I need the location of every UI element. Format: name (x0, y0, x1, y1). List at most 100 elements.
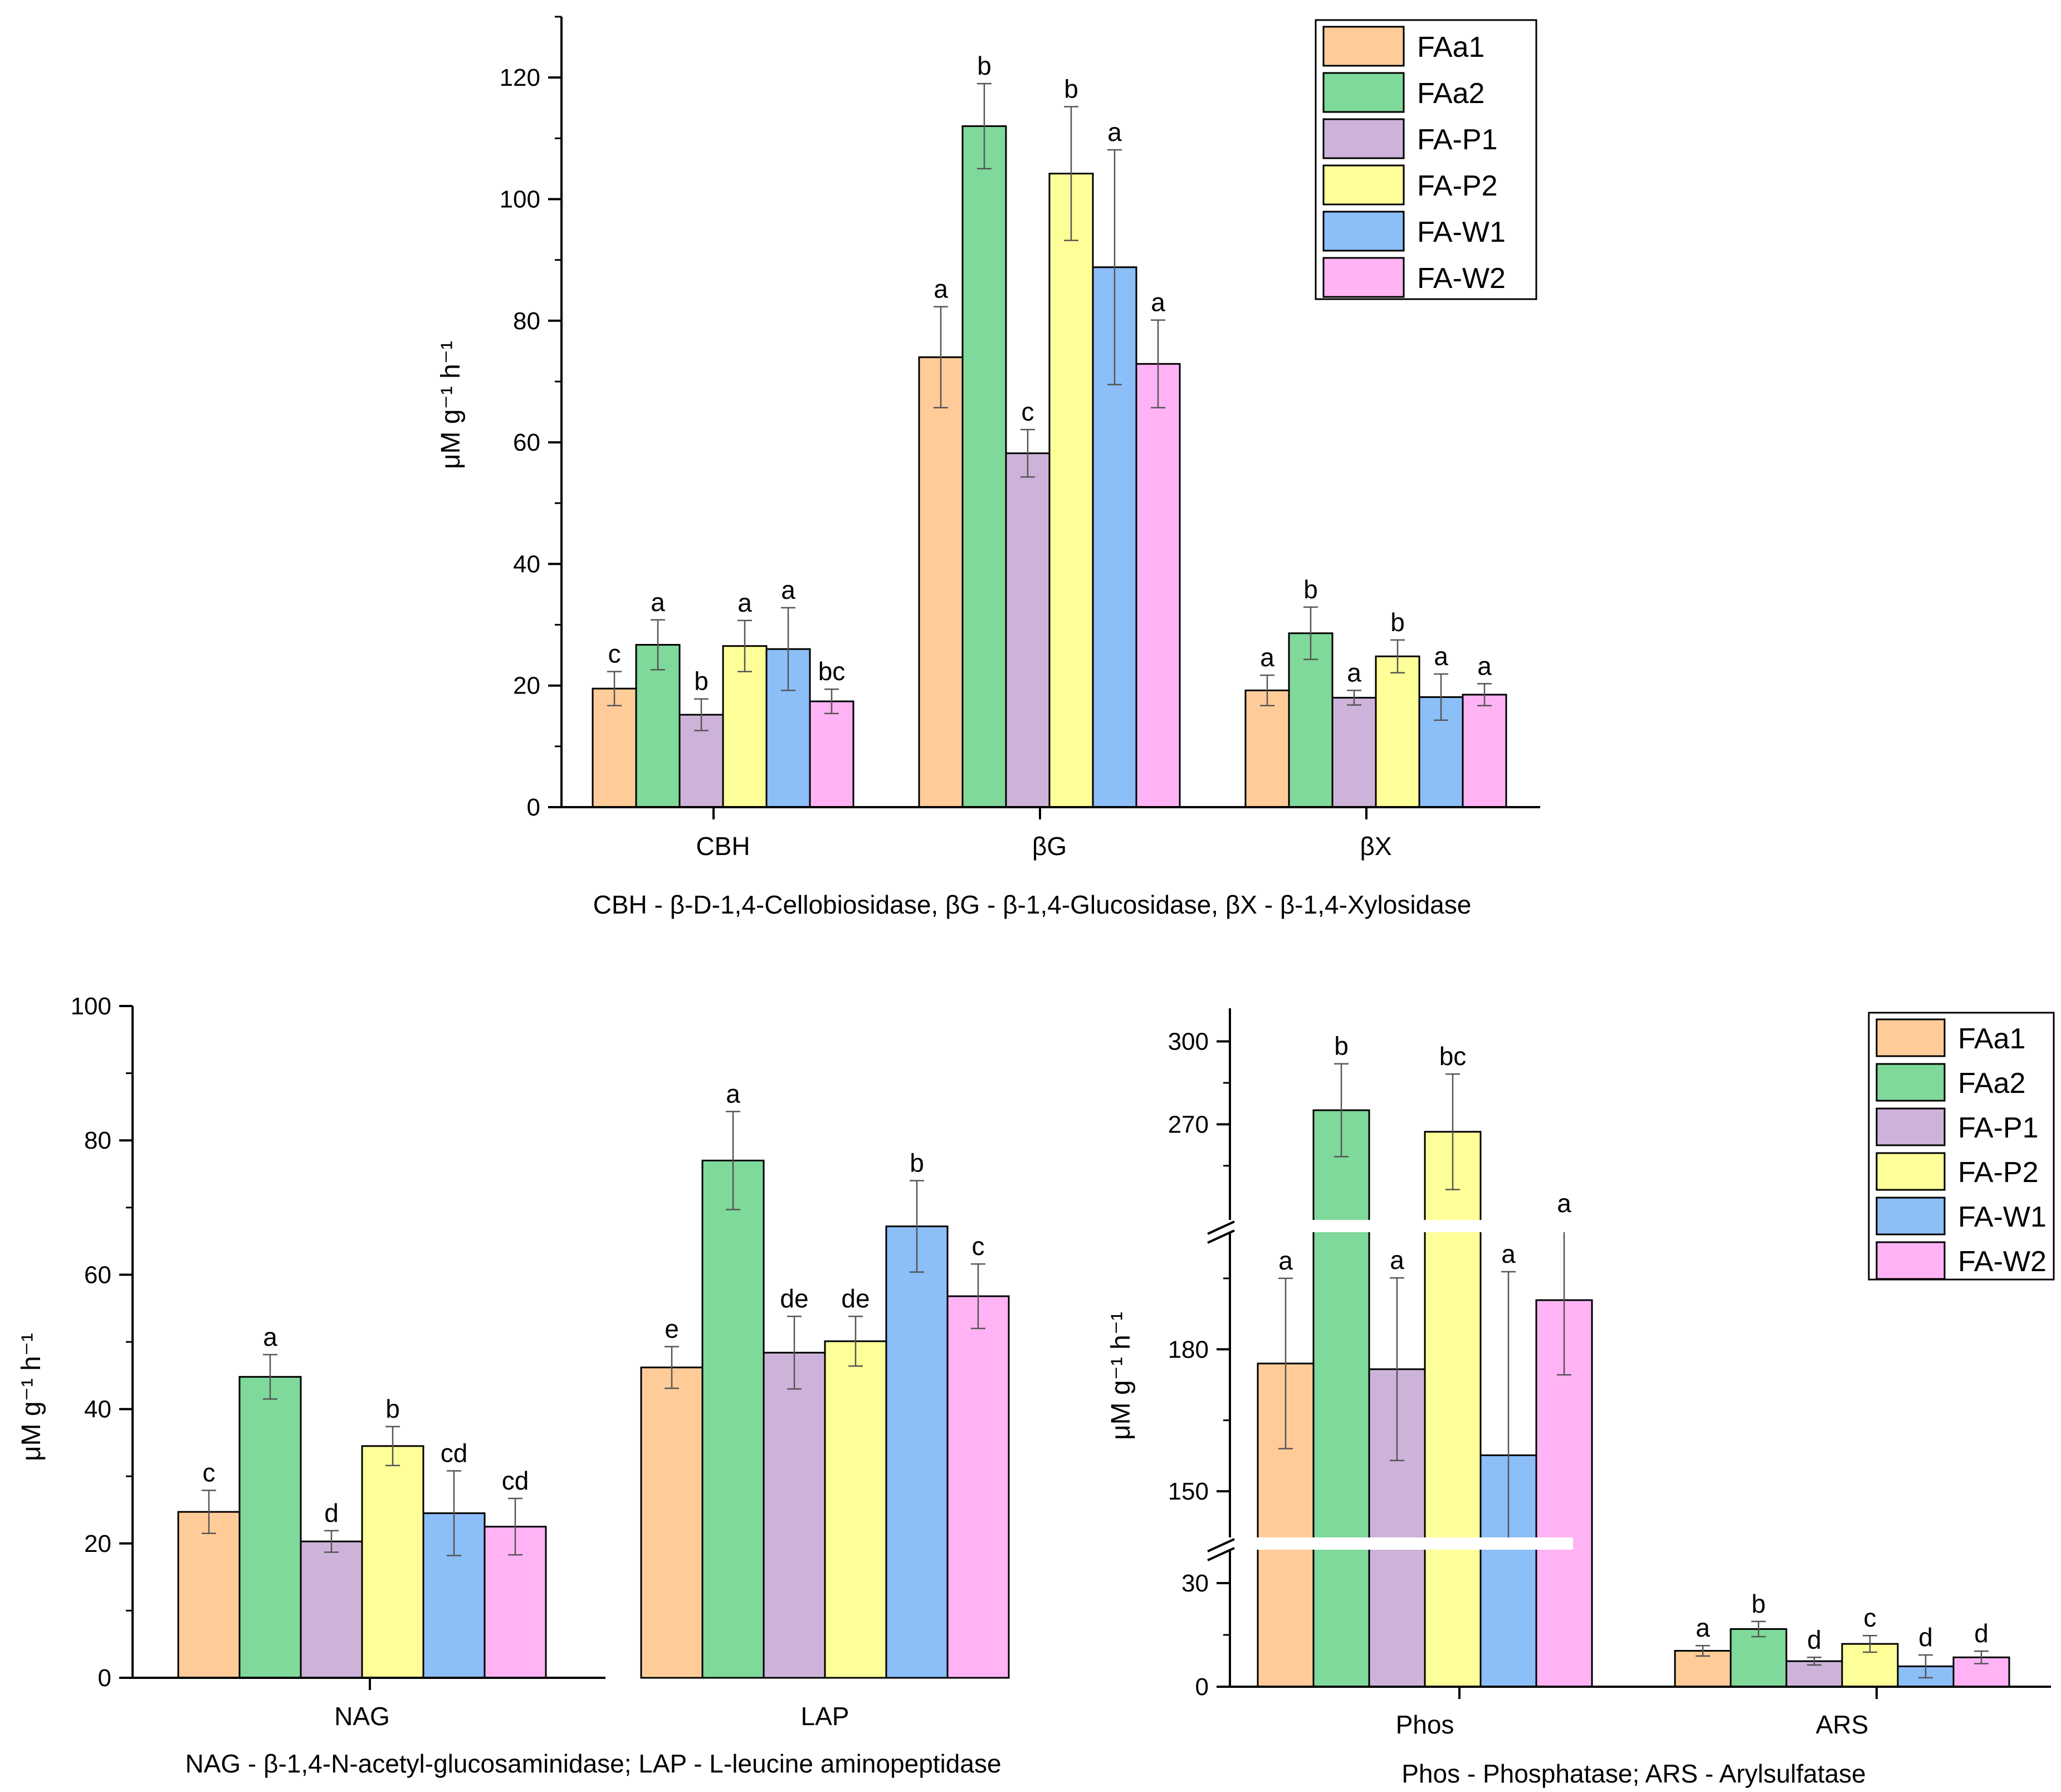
top-legend-swatch-faa1 (1322, 26, 1405, 67)
bottom-right-legend-label-faa1: FAa1 (1958, 1023, 2025, 1055)
bottom-right-bar-fa-p2-phos (1424, 1131, 1482, 1688)
bottom-right-legend-label-faa2: FAa2 (1958, 1067, 2025, 1100)
bottom-right-y-axis-label: μM g⁻¹ h⁻¹ (1106, 1312, 1136, 1440)
top-legend-label-fa-w1: FA-W1 (1417, 216, 1506, 248)
bottom-left-sig-label-faa2-nag: a (263, 1322, 277, 1351)
bottom-right-sig-label-fa-w2-phos: a (1557, 1189, 1571, 1218)
top-caption: CBH - β-D-1,4-Cellobiosidase, βG - β-1,4… (593, 890, 1472, 919)
bottom-left-bar-faa1-lap (640, 1366, 704, 1679)
bottom-right-sig-label-fa-p2-ars: c (1864, 1603, 1877, 1632)
bottom-left-category-label-nag: NAG (334, 1702, 390, 1731)
top-sig-label-fa-w2--x: a (1477, 651, 1492, 680)
bottom-right-y-tick-label-270: 270 (1168, 1111, 1209, 1138)
top-bar-faa1-cbh (592, 687, 637, 808)
top-legend-swatch-fa-w1 (1322, 211, 1405, 252)
bottom-left-sig-label-fa-w2-lap: c (972, 1232, 985, 1261)
bottom-right-category-label-ars: ARS (1816, 1710, 1869, 1739)
bottom-right-axis-break-gap-0 (1210, 1537, 1573, 1550)
top-y-tick-label-0: 0 (527, 794, 540, 821)
top-y-tick-label-100: 100 (500, 185, 540, 213)
bottom-left-y-tick-label-80: 80 (84, 1127, 111, 1154)
top-sig-label-fa-p1--g: c (1022, 397, 1034, 426)
bottom-left-y-tick-label-20: 20 (84, 1530, 111, 1557)
bottom-right-sig-label-fa-w1-phos: a (1501, 1239, 1516, 1268)
top-sig-label-faa2-cbh: a (651, 588, 665, 617)
top-sig-label-faa2--g: b (977, 51, 992, 80)
top-bar-fa-w2--g (1135, 363, 1181, 808)
top-y-tick-label-120: 120 (500, 64, 540, 91)
bottom-right-legend-swatch-fa-p2 (1876, 1152, 1946, 1191)
bottom-right-legend-label-fa-w2: FA-W2 (1958, 1246, 2047, 1278)
bottom-right-legend-label-fa-p2: FA-P2 (1958, 1156, 2039, 1189)
bottom-left-bar-faa1-nag (177, 1511, 241, 1679)
bottom-left-sig-label-fa-p2-lap: de (841, 1284, 870, 1313)
bottom-right-sig-label-fa-w2-ars: d (1974, 1619, 1989, 1648)
bottom-right-bar-faa2-phos (1312, 1109, 1370, 1688)
top-legend-swatch-fa-w2 (1322, 257, 1405, 298)
bottom-right-sig-label-faa1-phos: a (1278, 1246, 1293, 1275)
bottom-right-sig-label-fa-p1-ars: d (1807, 1625, 1821, 1654)
top-legend-swatch-fa-p1 (1322, 118, 1405, 159)
top-sig-label-faa1--x: a (1260, 643, 1274, 672)
top-bar-faa1--x (1244, 689, 1290, 808)
top-bar-fa-p1--x (1331, 697, 1377, 808)
top-y-tick-label-20: 20 (513, 672, 540, 700)
bottom-left-sig-label-fa-w1-nag: cd (441, 1439, 468, 1468)
top-bar-fa-p1--g (1005, 452, 1051, 808)
bottom-left-sig-label-fa-p1-lap: de (780, 1284, 808, 1313)
top-sig-label-faa1--g: a (934, 275, 948, 304)
top-category-label-cbh: CBH (696, 832, 750, 861)
top-legend-label-fa-p2: FA-P2 (1417, 170, 1498, 202)
top-bar-fa-p2--g (1048, 173, 1094, 808)
bottom-left-y-tick-label-40: 40 (84, 1396, 111, 1423)
bottom-left-sig-label-fa-p1-nag: d (324, 1498, 339, 1527)
top-sig-label-fa-p2-cbh: a (738, 588, 752, 617)
bottom-left-y-tick-label-0: 0 (98, 1664, 111, 1692)
top-sig-label-faa2--x: b (1303, 575, 1318, 604)
bottom-right-legend-label-fa-p1: FA-P1 (1958, 1112, 2039, 1144)
top-sig-label-fa-p2--x: b (1390, 608, 1405, 637)
bottom-left-sig-label-faa2-lap: a (726, 1079, 740, 1108)
bottom-right-category-label-phos: Phos (1396, 1710, 1454, 1739)
top-sig-label-fa-p1--x: a (1347, 658, 1361, 687)
top-legend-label-fa-w2: FA-W2 (1417, 262, 1506, 295)
bottom-right-sig-label-fa-w1-ars: d (1918, 1623, 1933, 1652)
top-bar-fa-p2--x (1375, 655, 1420, 808)
bottom-left-bar-fa-p1-lap (763, 1351, 826, 1679)
bottom-right-legend-swatch-faa1 (1876, 1018, 1946, 1057)
bottom-left-bar-fa-w2-lap (946, 1295, 1010, 1679)
bottom-right-axis-break-mark-b-0 (1207, 1547, 1235, 1561)
bottom-right-y-tick-label-30: 30 (1181, 1570, 1209, 1597)
bottom-left-sig-label-fa-p2-nag: b (385, 1394, 400, 1423)
bottom-right-legend-swatch-fa-w1 (1876, 1197, 1946, 1236)
top-sig-label-fa-w2-cbh: bc (818, 657, 846, 686)
bottom-right-legend-swatch-fa-p1 (1876, 1107, 1946, 1146)
bottom-right-legend-swatch-fa-w2 (1876, 1241, 1946, 1280)
top-bar-fa-w2--x (1462, 694, 1507, 808)
top-sig-label-fa-w2--g: a (1151, 288, 1165, 317)
top-category-label--g: βG (1032, 832, 1067, 861)
bottom-left-bar-faa2-lap (701, 1159, 765, 1679)
bottom-right-legend-swatch-faa2 (1876, 1063, 1946, 1102)
top-y-tick-label-60: 60 (513, 429, 540, 456)
top-sig-label-fa-p1-cbh: b (694, 667, 709, 696)
bottom-left-y-axis-label: μM g⁻¹ h⁻¹ (17, 1333, 46, 1461)
top-bar-faa2--g (961, 125, 1007, 808)
bottom-right-sig-label-faa1-ars: a (1696, 1613, 1710, 1642)
bottom-left-caption: NAG - β-1,4-N-acetyl-glucosaminidase; LA… (185, 1749, 1001, 1778)
top-sig-label-faa1-cbh: c (608, 639, 621, 668)
top-category-label--x: βX (1360, 832, 1391, 861)
bottom-right-sig-label-fa-p2-phos: bc (1439, 1042, 1467, 1071)
bottom-right-axis-break-mark-a-0 (1207, 1538, 1235, 1552)
bottom-left-bar-fa-p1-nag (300, 1540, 363, 1679)
bottom-right-axis-break-mark-b-1 (1207, 1229, 1235, 1244)
top-y-tick-label-80: 80 (513, 307, 540, 335)
top-legend-label-fa-p1: FA-P1 (1417, 124, 1498, 156)
bottom-right-y-tick-label-300: 300 (1168, 1028, 1209, 1056)
bottom-left-sig-label-faa1-lap: e (665, 1314, 679, 1343)
bottom-left-bar-fa-w1-lap (885, 1225, 949, 1679)
bottom-left-bar-fa-p2-nag (361, 1445, 424, 1679)
top-sig-label-fa-p2--g: b (1064, 75, 1078, 104)
